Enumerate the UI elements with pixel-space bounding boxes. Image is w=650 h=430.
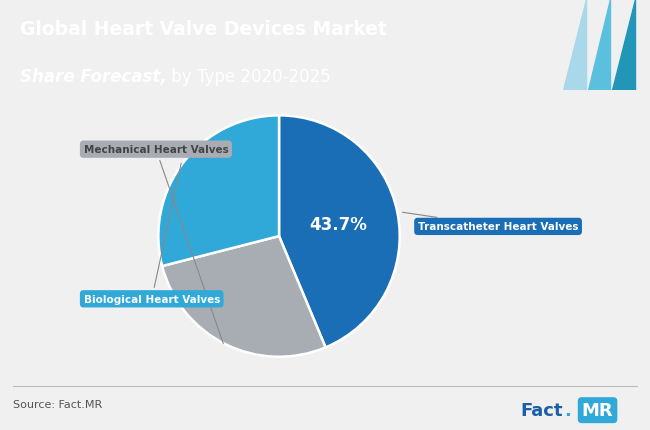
Text: MR: MR	[582, 401, 614, 419]
Text: Global Heart Valve Devices Market: Global Heart Valve Devices Market	[20, 20, 386, 39]
Polygon shape	[563, 0, 586, 90]
Text: Biological Heart Valves: Biological Heart Valves	[84, 164, 220, 304]
Wedge shape	[162, 237, 326, 357]
Text: 43.7%: 43.7%	[309, 216, 367, 233]
Text: by Type 2020-2025: by Type 2020-2025	[166, 68, 330, 86]
Text: Transcatheter Heart Valves: Transcatheter Heart Valves	[402, 213, 578, 232]
Polygon shape	[612, 0, 635, 90]
Text: Share Forecast,: Share Forecast,	[20, 68, 166, 86]
Polygon shape	[588, 0, 610, 90]
Wedge shape	[159, 116, 279, 267]
Text: Mechanical Heart Valves: Mechanical Heart Valves	[84, 145, 228, 344]
Wedge shape	[279, 116, 400, 347]
Text: Fact: Fact	[520, 401, 562, 419]
Text: .: .	[564, 401, 571, 419]
Text: Source: Fact.MR: Source: Fact.MR	[13, 399, 102, 409]
